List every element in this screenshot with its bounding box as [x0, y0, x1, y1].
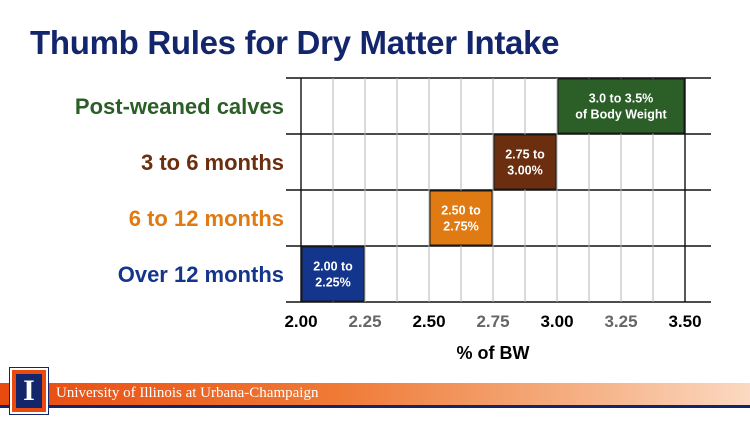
row-label: 3 to 6 months: [141, 150, 284, 175]
x-tick-label: 2.25: [348, 312, 381, 331]
range-bar: [557, 78, 685, 134]
row-label: Over 12 months: [118, 262, 284, 287]
range-bar-group: 2.00 to 2.25%: [301, 246, 365, 302]
range-bar-group: 2.75 to 3.00%: [493, 134, 557, 190]
chart-grid: [286, 77, 711, 303]
footer-university-name: University of Illinois at Urbana-Champai…: [56, 385, 319, 401]
x-tick-label: 3.25: [604, 312, 637, 331]
row-label: 6 to 12 months: [129, 206, 284, 231]
range-bar-label: 2.75 to: [505, 148, 545, 162]
chart-x-ticks: 2.00 2.25 2.50 2.75 3.00 3.25 3.50: [284, 312, 701, 331]
range-bar-label: 2.25%: [315, 276, 350, 290]
x-tick-label: 2.50: [412, 312, 445, 331]
chart-bars: 3.0 to 3.5% of Body Weight 2.75 to 3.00% 2.5…: [301, 78, 685, 302]
range-bar-group: 3.0 to 3.5% of Body Weight: [557, 78, 685, 134]
row-label: Post-weaned calves: [75, 94, 284, 119]
x-axis-title: % of BW: [457, 343, 530, 363]
chart-row-labels: Post-weaned calves 3 to 6 months 6 to 12 m…: [75, 94, 284, 287]
logo-letter: I: [16, 374, 42, 408]
range-bar-group: 2.50 to 2.75%: [429, 190, 493, 246]
range-bar-label: 2.75%: [443, 220, 478, 234]
university-logo: I: [10, 368, 48, 414]
range-bar-label: 3.00%: [507, 164, 542, 178]
footer-divider: [0, 405, 750, 408]
range-bar: [429, 190, 493, 246]
x-tick-label: 3.50: [668, 312, 701, 331]
range-bar-label: 2.50 to: [441, 204, 481, 218]
slide-title: Thumb Rules for Dry Matter Intake: [30, 24, 560, 61]
range-bar: [301, 246, 365, 302]
x-tick-label: 2.75: [476, 312, 509, 331]
x-tick-label: 2.00: [284, 312, 317, 331]
x-tick-label: 3.00: [540, 312, 573, 331]
range-bar: [493, 134, 557, 190]
range-bar-label: 2.00 to: [313, 260, 353, 274]
range-bar-label: of Body Weight: [575, 108, 667, 122]
footer-banner: [0, 383, 750, 405]
range-bar-label: 3.0 to 3.5%: [589, 92, 654, 106]
